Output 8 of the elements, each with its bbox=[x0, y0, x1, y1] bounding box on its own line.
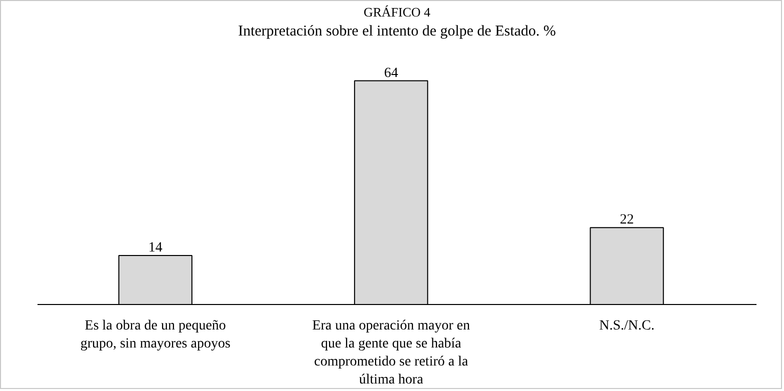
chart-title: GRÁFICO 4 bbox=[364, 4, 431, 20]
data-label: 22 bbox=[620, 212, 634, 228]
data-label: 14 bbox=[148, 240, 162, 256]
x-tick-label: N.S./N.C. bbox=[599, 318, 654, 334]
x-tick-label: Era una operación mayor en que la gente que se había comprometido se retiró a la última hora bbox=[312, 318, 470, 388]
x-tick-label: Es la obra de un pequeño grupo, sin mayores apoyos bbox=[80, 318, 230, 352]
data-label: 64 bbox=[384, 66, 398, 81]
chart-subtitle: Interpretación sobre el intento de golpe de Estado. % bbox=[238, 24, 556, 40]
